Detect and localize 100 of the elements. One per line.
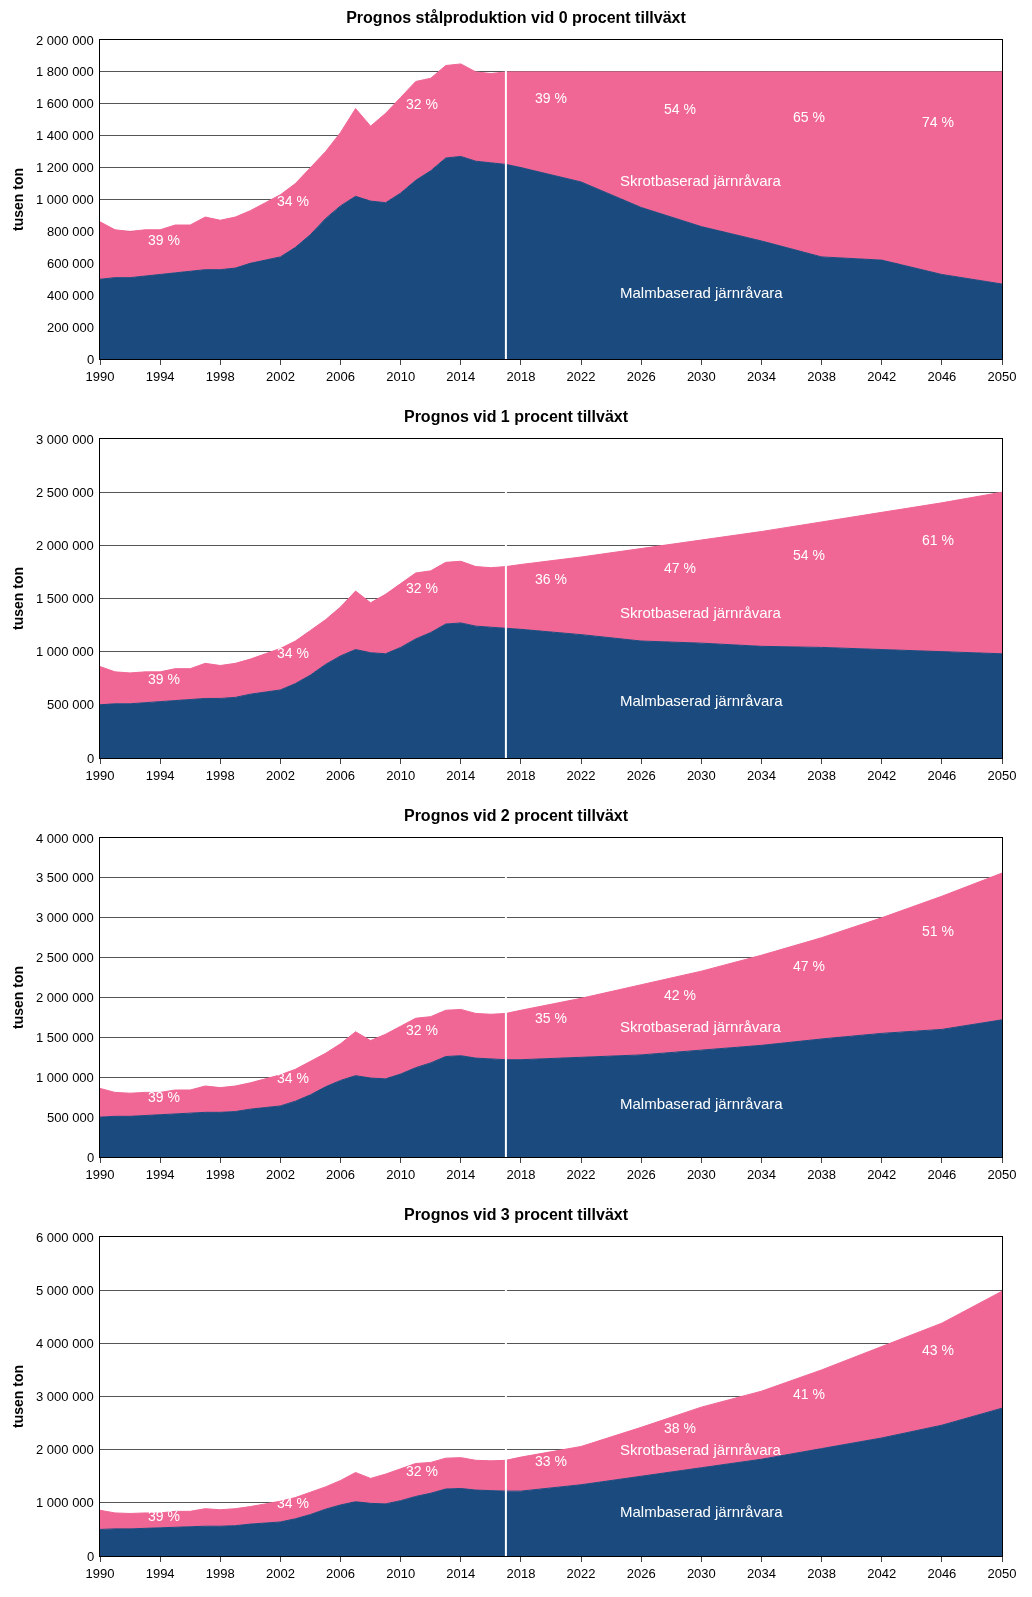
y-tick-label: 1 600 000: [36, 96, 94, 111]
x-tick-label: 2010: [386, 767, 416, 783]
x-tick-label: 1990: [85, 1166, 115, 1182]
series-label: Malmbaserad järnråvara: [620, 692, 784, 709]
x-tick-label: 2038: [807, 767, 837, 783]
x-tick-label: 2034: [747, 1166, 776, 1182]
x-tick-label: 2014: [446, 1565, 476, 1581]
x-tick-label: 2030: [686, 1565, 716, 1581]
series-label: Skrotbaserad järnråvara: [620, 1018, 782, 1035]
x-tick-label: 2050: [987, 1565, 1017, 1581]
x-tick-label: 2014: [446, 767, 476, 783]
y-tick-label: 0: [87, 1150, 95, 1165]
x-tick-label: 1990: [85, 767, 115, 783]
x-tick-label: 2026: [626, 767, 656, 783]
y-tick-label: 3 000 000: [36, 432, 94, 447]
x-tick-label: 2002: [265, 1166, 295, 1182]
x-tick-label: 2018: [506, 1166, 536, 1182]
x-tick-label: 2014: [446, 1166, 476, 1182]
annotation: 34 %: [277, 1070, 309, 1086]
x-tick-label: 2038: [807, 1166, 837, 1182]
x-tick-label: 1998: [205, 1565, 235, 1581]
x-tick-label: 2046: [927, 1166, 957, 1182]
x-tick-label: 2042: [867, 1166, 897, 1182]
series-label: Malmbaserad järnråvara: [620, 284, 784, 301]
series-label: Malmbaserad järnråvara: [620, 1503, 784, 1520]
annotation: 39 %: [148, 671, 180, 687]
annotation: 34 %: [277, 645, 309, 661]
y-tick-label: 1 500 000: [36, 1030, 94, 1045]
annotation: 74 %: [922, 114, 954, 130]
y-tick-label: 200 000: [47, 320, 94, 335]
y-tick-label: 2 000 000: [36, 990, 94, 1005]
x-tick-label: 1998: [205, 368, 235, 384]
x-tick-label: 2042: [867, 1565, 897, 1581]
x-tick-label: 1994: [145, 1166, 175, 1182]
x-tick-label: 2010: [386, 1565, 416, 1581]
x-tick-label: 2050: [987, 368, 1017, 384]
annotation: 42 %: [664, 987, 696, 1003]
annotation: 47 %: [664, 560, 696, 576]
annotation: 41 %: [793, 1386, 825, 1402]
annotation: 32 %: [406, 1463, 438, 1479]
annotation: 39 %: [148, 232, 180, 248]
x-tick-label: 1998: [205, 1166, 235, 1182]
y-tick-label: 1 200 000: [36, 160, 94, 175]
annotation: 61 %: [922, 532, 954, 548]
y-axis-title: tusen ton: [9, 567, 26, 630]
chart-title: Prognos vid 3 procent tillväxt: [403, 1206, 629, 1224]
annotation: 32 %: [406, 96, 438, 112]
x-tick-label: 2050: [987, 1166, 1017, 1182]
series-label: Skrotbaserad järnråvara: [620, 172, 782, 189]
y-tick-label: 2 000 000: [36, 538, 94, 553]
y-tick-label: 3 000 000: [36, 910, 94, 925]
x-tick-label: 2014: [446, 368, 476, 384]
y-tick-label: 1 000 000: [36, 644, 94, 659]
annotation: 65 %: [793, 109, 825, 125]
series-label: Skrotbaserad järnråvara: [620, 604, 782, 621]
y-tick-label: 0: [87, 1549, 95, 1564]
y-tick-label: 3 000 000: [36, 1389, 94, 1404]
x-tick-label: 2010: [386, 368, 416, 384]
x-tick-label: 2046: [927, 1565, 957, 1581]
series-label: Malmbaserad järnråvara: [620, 1095, 784, 1112]
annotation: 51 %: [922, 923, 954, 939]
annotation: 54 %: [664, 101, 696, 117]
chart-title: Prognos vid 2 procent tillväxt: [403, 807, 629, 825]
y-tick-label: 5 000 000: [36, 1283, 94, 1298]
x-tick-label: 2022: [566, 1565, 596, 1581]
y-tick-label: 2 500 000: [36, 950, 94, 965]
y-tick-label: 2 000 000: [36, 1442, 94, 1457]
y-tick-label: 1 400 000: [36, 128, 94, 143]
y-tick-label: 4 000 000: [36, 831, 94, 846]
x-tick-label: 2022: [566, 368, 596, 384]
y-tick-label: 600 000: [47, 256, 94, 271]
y-tick-label: 1 800 000: [36, 64, 94, 79]
annotation: 36 %: [535, 571, 567, 587]
annotation: 32 %: [406, 1022, 438, 1038]
x-tick-label: 1998: [205, 767, 235, 783]
chart-title: Prognos stålproduktion vid 0 procent tillväxt: [346, 9, 687, 27]
x-tick-label: 2018: [506, 1565, 536, 1581]
y-tick-label: 3 500 000: [36, 870, 94, 885]
x-tick-label: 2042: [867, 368, 897, 384]
x-tick-label: 2006: [326, 1166, 355, 1182]
x-tick-label: 2022: [566, 767, 596, 783]
x-tick-label: 2030: [686, 767, 716, 783]
y-tick-label: 4 000 000: [36, 1336, 94, 1351]
y-tick-label: 1 500 000: [36, 591, 94, 606]
series-label: Skrotbaserad järnråvara: [620, 1441, 782, 1458]
y-axis-title: tusen ton: [9, 1365, 26, 1428]
y-tick-label: 800 000: [47, 224, 94, 239]
y-tick-label: 1 000 000: [36, 192, 94, 207]
annotation: 38 %: [664, 1420, 696, 1436]
chart-title: Prognos vid 1 procent tillväxt: [403, 408, 629, 426]
annotation: 39 %: [535, 90, 567, 106]
x-tick-label: 2018: [506, 368, 536, 384]
x-tick-label: 1990: [85, 1565, 115, 1581]
x-tick-label: 2034: [747, 767, 776, 783]
x-tick-label: 1994: [145, 368, 175, 384]
x-tick-label: 2026: [626, 368, 656, 384]
y-axis-title: tusen ton: [9, 168, 26, 231]
y-tick-label: 1 000 000: [36, 1495, 94, 1510]
x-tick-label: 2026: [626, 1565, 656, 1581]
x-tick-label: 2006: [326, 767, 355, 783]
